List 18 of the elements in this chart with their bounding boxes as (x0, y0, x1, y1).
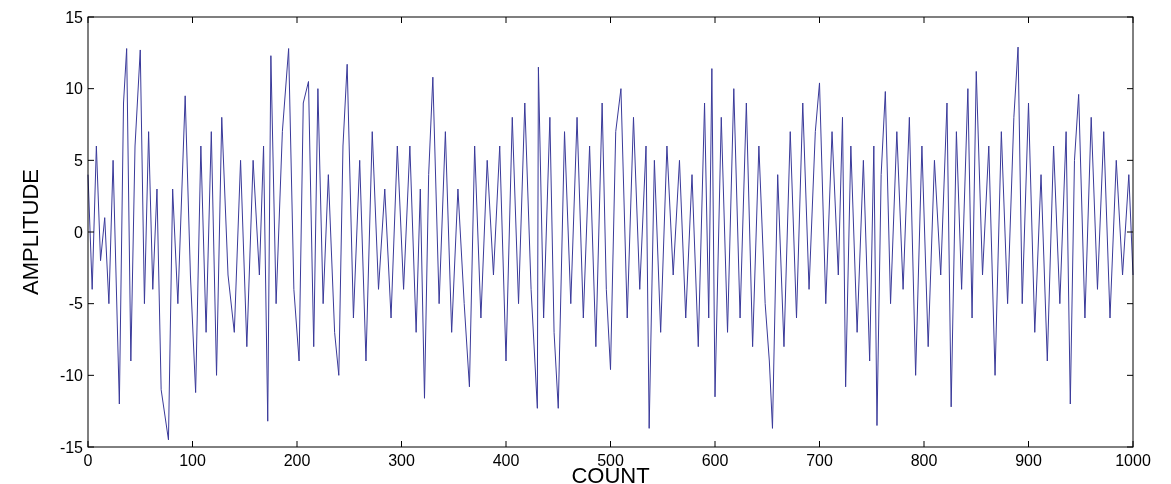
y-tick-label: -10 (59, 366, 84, 384)
x-tick-label: 600 (701, 452, 729, 469)
x-tick-label: 900 (1015, 452, 1042, 469)
y-tick-label: 10 (65, 80, 84, 98)
y-axis-title: AMPLITUDE (18, 169, 43, 295)
x-tick-label: 200 (283, 452, 311, 469)
x-tick-label: 300 (388, 452, 415, 469)
y-tick-label: 15 (65, 8, 84, 26)
y-tick-label: -5 (68, 295, 84, 313)
x-tick-label: 400 (492, 452, 520, 469)
x-tick-label: 1000 (1115, 452, 1151, 469)
y-tick-label: 0 (74, 223, 84, 241)
x-tick-label: 800 (910, 452, 938, 469)
line-series (87, 46, 1134, 441)
y-tick-label: -15 (59, 438, 84, 456)
x-tick-label: 700 (806, 452, 833, 469)
y-tick-label: 5 (74, 151, 84, 169)
x-tick-label: 100 (179, 452, 206, 469)
